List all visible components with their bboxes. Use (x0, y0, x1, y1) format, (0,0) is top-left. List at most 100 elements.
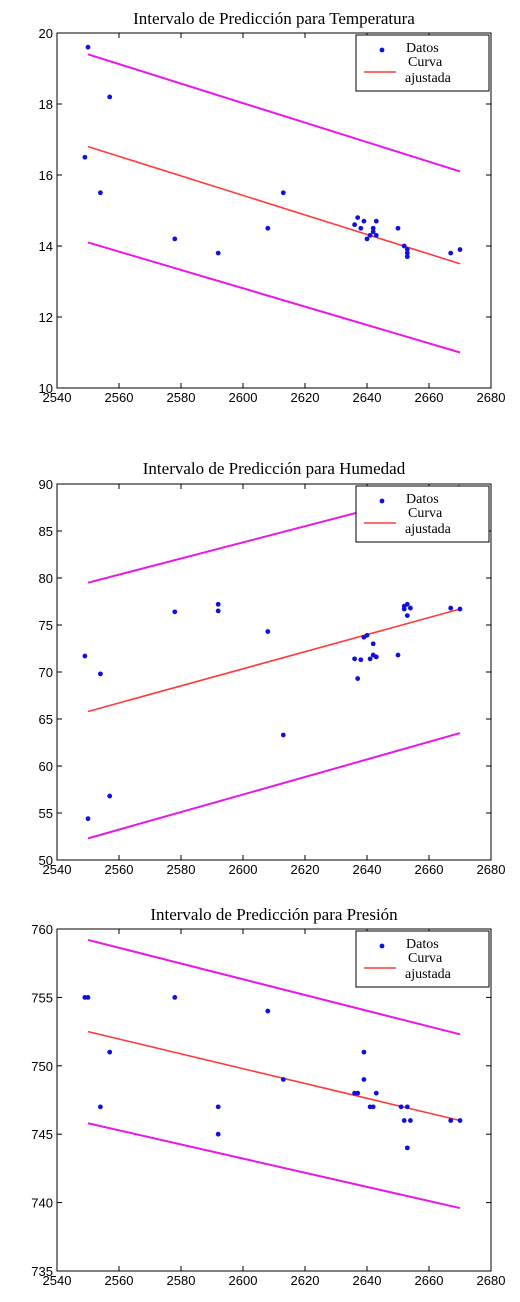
x-tick-label: 2660 (415, 390, 444, 405)
data-point (401, 1118, 407, 1123)
data-point (364, 632, 370, 638)
y-tick-label: 60 (39, 759, 53, 774)
data-point (361, 218, 367, 224)
data-point (352, 222, 357, 228)
data-point (82, 653, 88, 659)
data-point (265, 1008, 271, 1014)
y-tick-label: 10 (39, 381, 53, 396)
y-tick-label: 760 (31, 922, 53, 937)
x-tick-label: 2660 (415, 1273, 444, 1288)
data-point (358, 657, 364, 663)
y-tick-label: 12 (39, 310, 53, 325)
x-tick-label: 2540 (43, 862, 72, 877)
x-tick-label: 2640 (353, 862, 382, 877)
data-point (373, 232, 379, 238)
y-tick-label: 50 (39, 853, 53, 868)
chart-title: Intervalo de Predicción para Humedad (143, 459, 406, 478)
data-point (85, 816, 91, 822)
data-point (408, 605, 413, 611)
chart-panel: Intervalo de Predicción para Temperatura… (39, 9, 506, 405)
data-point (82, 154, 88, 160)
data-point (215, 1104, 221, 1110)
data-point (265, 629, 271, 634)
data-point (370, 225, 376, 231)
y-tick-label: 750 (31, 1059, 53, 1074)
x-tick-label: 2560 (105, 390, 134, 405)
legend-marker-datos (379, 47, 385, 53)
x-tick-label: 2680 (477, 862, 506, 877)
fitted-curve-line (87, 1030, 461, 1122)
chart-title: Intervalo de Predicción para Presión (150, 905, 398, 924)
x-tick-label: 2580 (167, 862, 196, 877)
data-point (448, 605, 454, 611)
chart-panel: Intervalo de Predicción para Presión 2540… (31, 905, 505, 1288)
data-point (85, 995, 91, 1000)
plot-frame (56, 483, 492, 861)
x-tick-label: 2620 (291, 862, 320, 877)
data-point (367, 656, 373, 662)
y-tick-label: 735 (31, 1264, 53, 1279)
x-tick-label: 2620 (291, 1273, 320, 1288)
data-point (361, 1077, 367, 1082)
legend-box (355, 485, 490, 543)
y-tick-label: 75 (39, 618, 53, 633)
data-point (215, 608, 221, 614)
x-tick-label: 2540 (43, 390, 72, 405)
x-tick-label: 2580 (167, 1273, 196, 1288)
data-point (355, 1090, 361, 1096)
legend-box (355, 34, 490, 92)
data-point (172, 609, 178, 615)
data-point (448, 250, 454, 256)
data-point (107, 94, 113, 100)
legend-label-datos: Datos (406, 41, 439, 56)
data-point (404, 1104, 410, 1110)
data-point (215, 1131, 221, 1137)
x-tick-label: 2680 (477, 390, 506, 405)
x-tick-label: 2600 (229, 1273, 258, 1288)
lower-prediction-bound (87, 732, 461, 840)
y-tick-label: 70 (39, 665, 53, 680)
data-point (352, 656, 357, 662)
chart-panels: Intervalo de Predicción para Temperatura… (31, 9, 505, 1288)
legend-box (355, 930, 490, 988)
x-tick-label: 2640 (353, 1273, 382, 1288)
data-point (404, 250, 410, 256)
data-point (85, 44, 91, 50)
y-tick-label: 55 (39, 806, 53, 821)
data-point (370, 641, 376, 647)
lower-prediction-bound (87, 241, 461, 354)
data-point (370, 229, 376, 235)
data-point (172, 995, 178, 1000)
legend-label-curva: Curva (408, 951, 443, 966)
x-tick-label: 2540 (43, 1273, 72, 1288)
data-point (265, 225, 271, 231)
x-tick-label: 2560 (105, 1273, 134, 1288)
data-point (355, 676, 361, 681)
x-tick-label: 2660 (415, 862, 444, 877)
x-tick-label: 2560 (105, 862, 134, 877)
data-point (280, 190, 286, 196)
upper-prediction-bound (87, 938, 461, 1036)
data-point (404, 601, 410, 607)
data-point (373, 654, 379, 660)
upper-prediction-bound (87, 53, 461, 173)
y-tick-label: 18 (39, 97, 53, 112)
data-point (280, 1077, 286, 1082)
x-tick-label: 2600 (229, 390, 258, 405)
data-point (408, 1118, 413, 1123)
legend-marker-datos (379, 498, 385, 504)
y-tick-label: 740 (31, 1196, 53, 1211)
data-point (98, 671, 103, 677)
legend-label-datos: Datos (406, 937, 439, 952)
data-point (457, 1118, 463, 1123)
data-point (361, 1049, 367, 1055)
data-point (215, 601, 221, 607)
y-tick-label: 80 (39, 571, 53, 586)
x-tick-label: 2600 (229, 862, 258, 877)
data-point (395, 652, 401, 658)
data-point (457, 606, 463, 612)
y-tick-label: 90 (39, 477, 53, 492)
x-tick-label: 2680 (477, 1273, 506, 1288)
